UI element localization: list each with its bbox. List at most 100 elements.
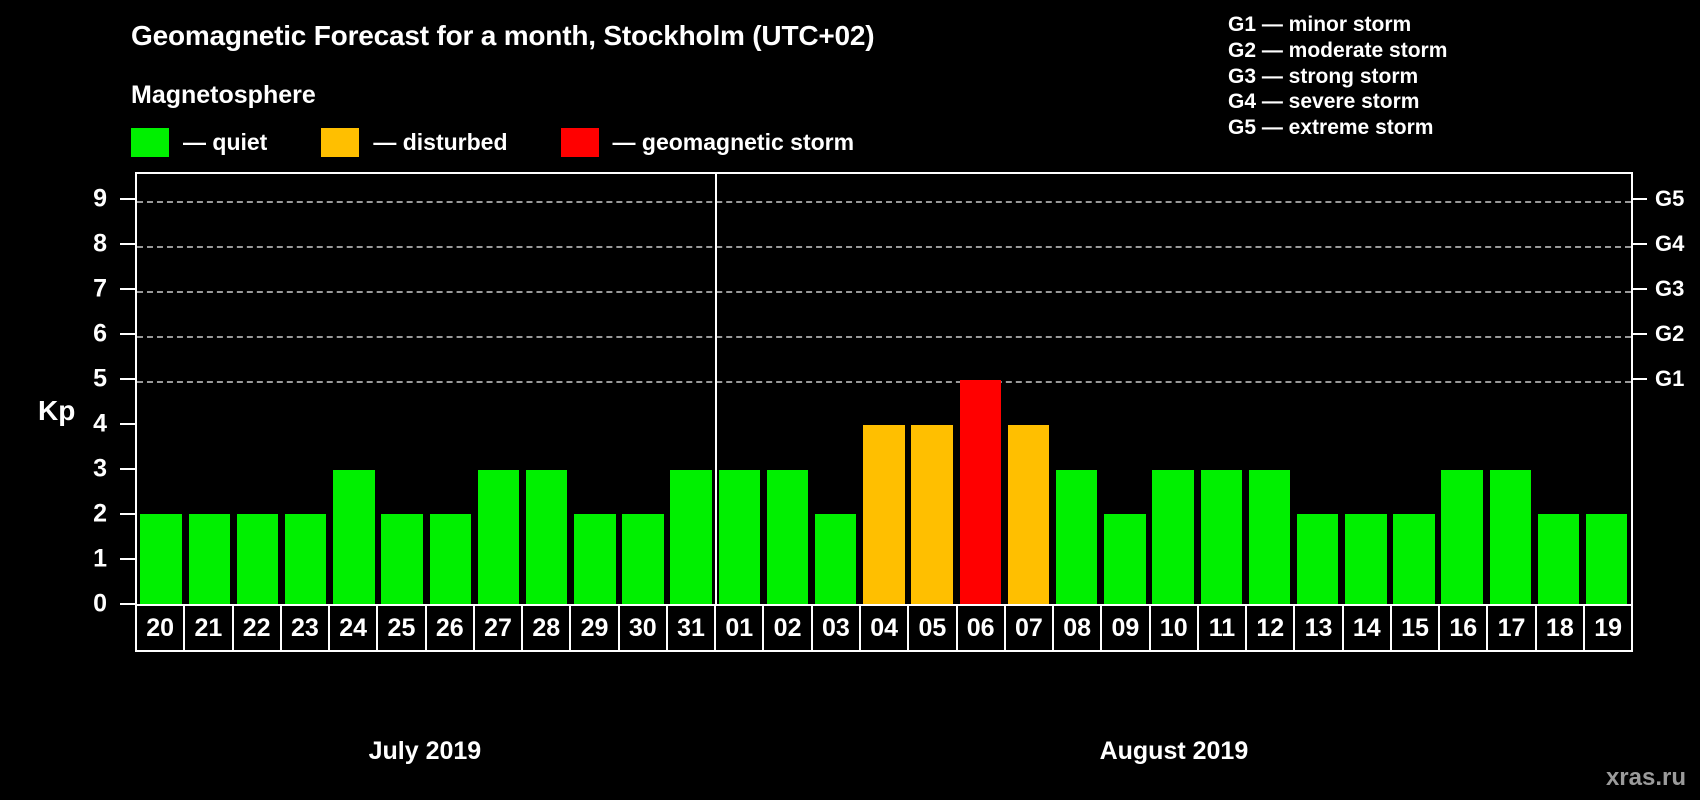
date-label: 12 bbox=[1247, 606, 1296, 650]
bar bbox=[766, 469, 809, 604]
month-divider bbox=[715, 174, 718, 604]
bar bbox=[574, 514, 616, 604]
g-axis-tick bbox=[1633, 288, 1647, 290]
date-label: 01 bbox=[716, 606, 765, 650]
bar bbox=[188, 514, 230, 604]
date-label: 29 bbox=[571, 606, 620, 650]
date-label: 02 bbox=[764, 606, 813, 650]
gridline bbox=[137, 381, 1631, 383]
bar bbox=[1345, 514, 1387, 604]
g-axis-tick-label: G1 bbox=[1655, 366, 1685, 391]
date-label: 31 bbox=[667, 606, 717, 650]
bar bbox=[1441, 469, 1483, 604]
y-axis-tick-label: 7 bbox=[93, 274, 107, 303]
bar bbox=[1537, 514, 1580, 604]
gridlines bbox=[137, 174, 1631, 604]
gridline bbox=[137, 291, 1631, 293]
gridline bbox=[137, 201, 1631, 203]
bar-cell bbox=[185, 174, 233, 604]
g-scale-legend: G1 — minor storm G2 — moderate storm G3 — … bbox=[1228, 12, 1447, 141]
bar bbox=[477, 469, 520, 604]
g-axis: G5 G4 G3 G2 G1 bbox=[1633, 172, 1700, 604]
date-label: 09 bbox=[1102, 606, 1151, 650]
y-axis-tick bbox=[120, 378, 135, 380]
g-scale-legend-line: G2 — moderate storm bbox=[1228, 38, 1448, 62]
page-title: Geomagnetic Forecast for a month, Stockh… bbox=[131, 20, 875, 51]
bar bbox=[284, 514, 327, 604]
bar-cell bbox=[137, 174, 185, 604]
y-axis-tick-label: 6 bbox=[93, 319, 107, 348]
gridline bbox=[137, 246, 1631, 248]
y-axis-tick-label: 1 bbox=[93, 544, 107, 573]
green-square-icon bbox=[131, 128, 169, 157]
bar-cell bbox=[1294, 174, 1342, 604]
date-label: 06 bbox=[957, 606, 1006, 650]
date-label: 16 bbox=[1440, 606, 1489, 650]
y-axis-tick bbox=[120, 468, 135, 470]
bar bbox=[622, 514, 664, 604]
gridline bbox=[137, 336, 1631, 338]
g-scale-legend-line: G5 — extreme storm bbox=[1228, 116, 1434, 140]
y-axis-tick bbox=[120, 198, 135, 200]
watermark: xras.ru bbox=[1605, 764, 1686, 791]
date-label: 04 bbox=[860, 606, 910, 650]
bar-cell bbox=[426, 174, 474, 604]
date-label: 23 bbox=[281, 606, 331, 650]
bar bbox=[863, 424, 905, 604]
date-label: 19 bbox=[1584, 606, 1632, 650]
bar-cell bbox=[812, 174, 860, 604]
bar bbox=[1586, 514, 1628, 604]
bar bbox=[1200, 469, 1242, 604]
date-label: 22 bbox=[233, 606, 282, 650]
date-label: 17 bbox=[1488, 606, 1537, 650]
date-label: 13 bbox=[1295, 606, 1344, 650]
y-axis-tick-label: 2 bbox=[93, 499, 107, 528]
legend-item-label: — geomagnetic storm bbox=[612, 129, 855, 155]
y-axis-tick bbox=[120, 603, 135, 605]
date-label: 15 bbox=[1391, 606, 1441, 650]
date-label: 03 bbox=[812, 606, 861, 650]
date-label: 18 bbox=[1536, 606, 1585, 650]
date-label: 20 bbox=[137, 606, 186, 650]
bar-cell bbox=[667, 174, 715, 604]
y-axis-tick bbox=[120, 243, 135, 245]
bar-cell bbox=[956, 174, 1004, 604]
bar bbox=[1055, 469, 1098, 604]
date-label: 28 bbox=[523, 606, 572, 650]
bar-cell bbox=[474, 174, 522, 604]
bar bbox=[670, 469, 712, 604]
y-axis-tick bbox=[120, 288, 135, 290]
y-axis-tick-label: 4 bbox=[93, 409, 107, 438]
bar bbox=[718, 469, 761, 604]
bar-cell bbox=[860, 174, 908, 604]
plot-area bbox=[135, 172, 1633, 604]
y-axis-title: Kp bbox=[38, 395, 76, 426]
date-label: 11 bbox=[1198, 606, 1248, 650]
date-label: 05 bbox=[909, 606, 958, 650]
y-axis-tick-label: 0 bbox=[93, 589, 107, 618]
date-label: 07 bbox=[1005, 606, 1055, 650]
date-label: 30 bbox=[619, 606, 668, 650]
bar-cell bbox=[1245, 174, 1293, 604]
bar-cell bbox=[1101, 174, 1149, 604]
bar bbox=[911, 424, 953, 604]
bar-cell bbox=[763, 174, 811, 604]
bar-cell bbox=[523, 174, 571, 604]
bar-cell bbox=[619, 174, 667, 604]
legend-item: — geomagnetic storm bbox=[560, 128, 855, 157]
bar bbox=[381, 514, 423, 604]
g-axis-tick-label: G5 bbox=[1655, 186, 1685, 211]
date-label: 27 bbox=[474, 606, 524, 650]
y-axis-tick bbox=[120, 333, 135, 335]
bar-cell bbox=[1342, 174, 1390, 604]
bar bbox=[1104, 514, 1146, 604]
bar-cell bbox=[330, 174, 378, 604]
date-label: 08 bbox=[1054, 606, 1103, 650]
bar bbox=[429, 514, 471, 604]
date-label: 26 bbox=[426, 606, 475, 650]
bar bbox=[1296, 514, 1339, 604]
bar-cell bbox=[378, 174, 426, 604]
bar-cell bbox=[1004, 174, 1052, 604]
g-axis-tick bbox=[1633, 243, 1647, 245]
